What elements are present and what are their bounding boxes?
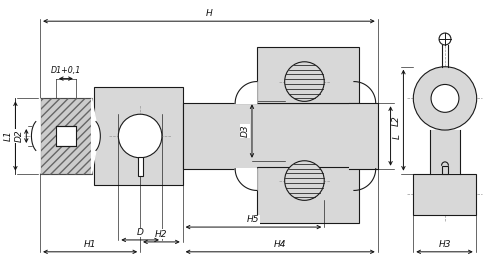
Text: H5: H5 <box>247 215 260 224</box>
Circle shape <box>439 33 451 45</box>
Bar <box>414 174 476 215</box>
Bar <box>430 130 460 174</box>
Text: H: H <box>206 9 212 18</box>
Bar <box>442 166 448 174</box>
Text: H3: H3 <box>438 240 451 249</box>
Bar <box>40 98 92 174</box>
Text: D3: D3 <box>240 125 250 137</box>
Text: H2: H2 <box>155 230 168 239</box>
Polygon shape <box>349 103 378 169</box>
Circle shape <box>431 84 459 112</box>
Bar <box>257 47 359 103</box>
Bar <box>182 103 354 169</box>
Text: L: L <box>393 133 402 138</box>
Circle shape <box>118 114 162 158</box>
Polygon shape <box>92 98 100 174</box>
Bar <box>138 157 142 176</box>
Polygon shape <box>32 98 40 174</box>
Text: H4: H4 <box>274 240 286 249</box>
Text: D1+0,1: D1+0,1 <box>51 66 81 75</box>
Circle shape <box>284 62 324 101</box>
Bar <box>257 167 359 223</box>
Bar <box>56 126 76 146</box>
Text: H1: H1 <box>84 240 96 249</box>
Circle shape <box>284 161 324 200</box>
Polygon shape <box>235 82 257 103</box>
Text: D2: D2 <box>15 130 24 142</box>
Text: D: D <box>136 228 143 237</box>
Bar <box>40 98 92 174</box>
Polygon shape <box>235 169 257 191</box>
Bar <box>94 87 182 185</box>
Text: L2: L2 <box>392 115 401 126</box>
Circle shape <box>414 67 476 130</box>
Text: L1: L1 <box>4 130 13 141</box>
